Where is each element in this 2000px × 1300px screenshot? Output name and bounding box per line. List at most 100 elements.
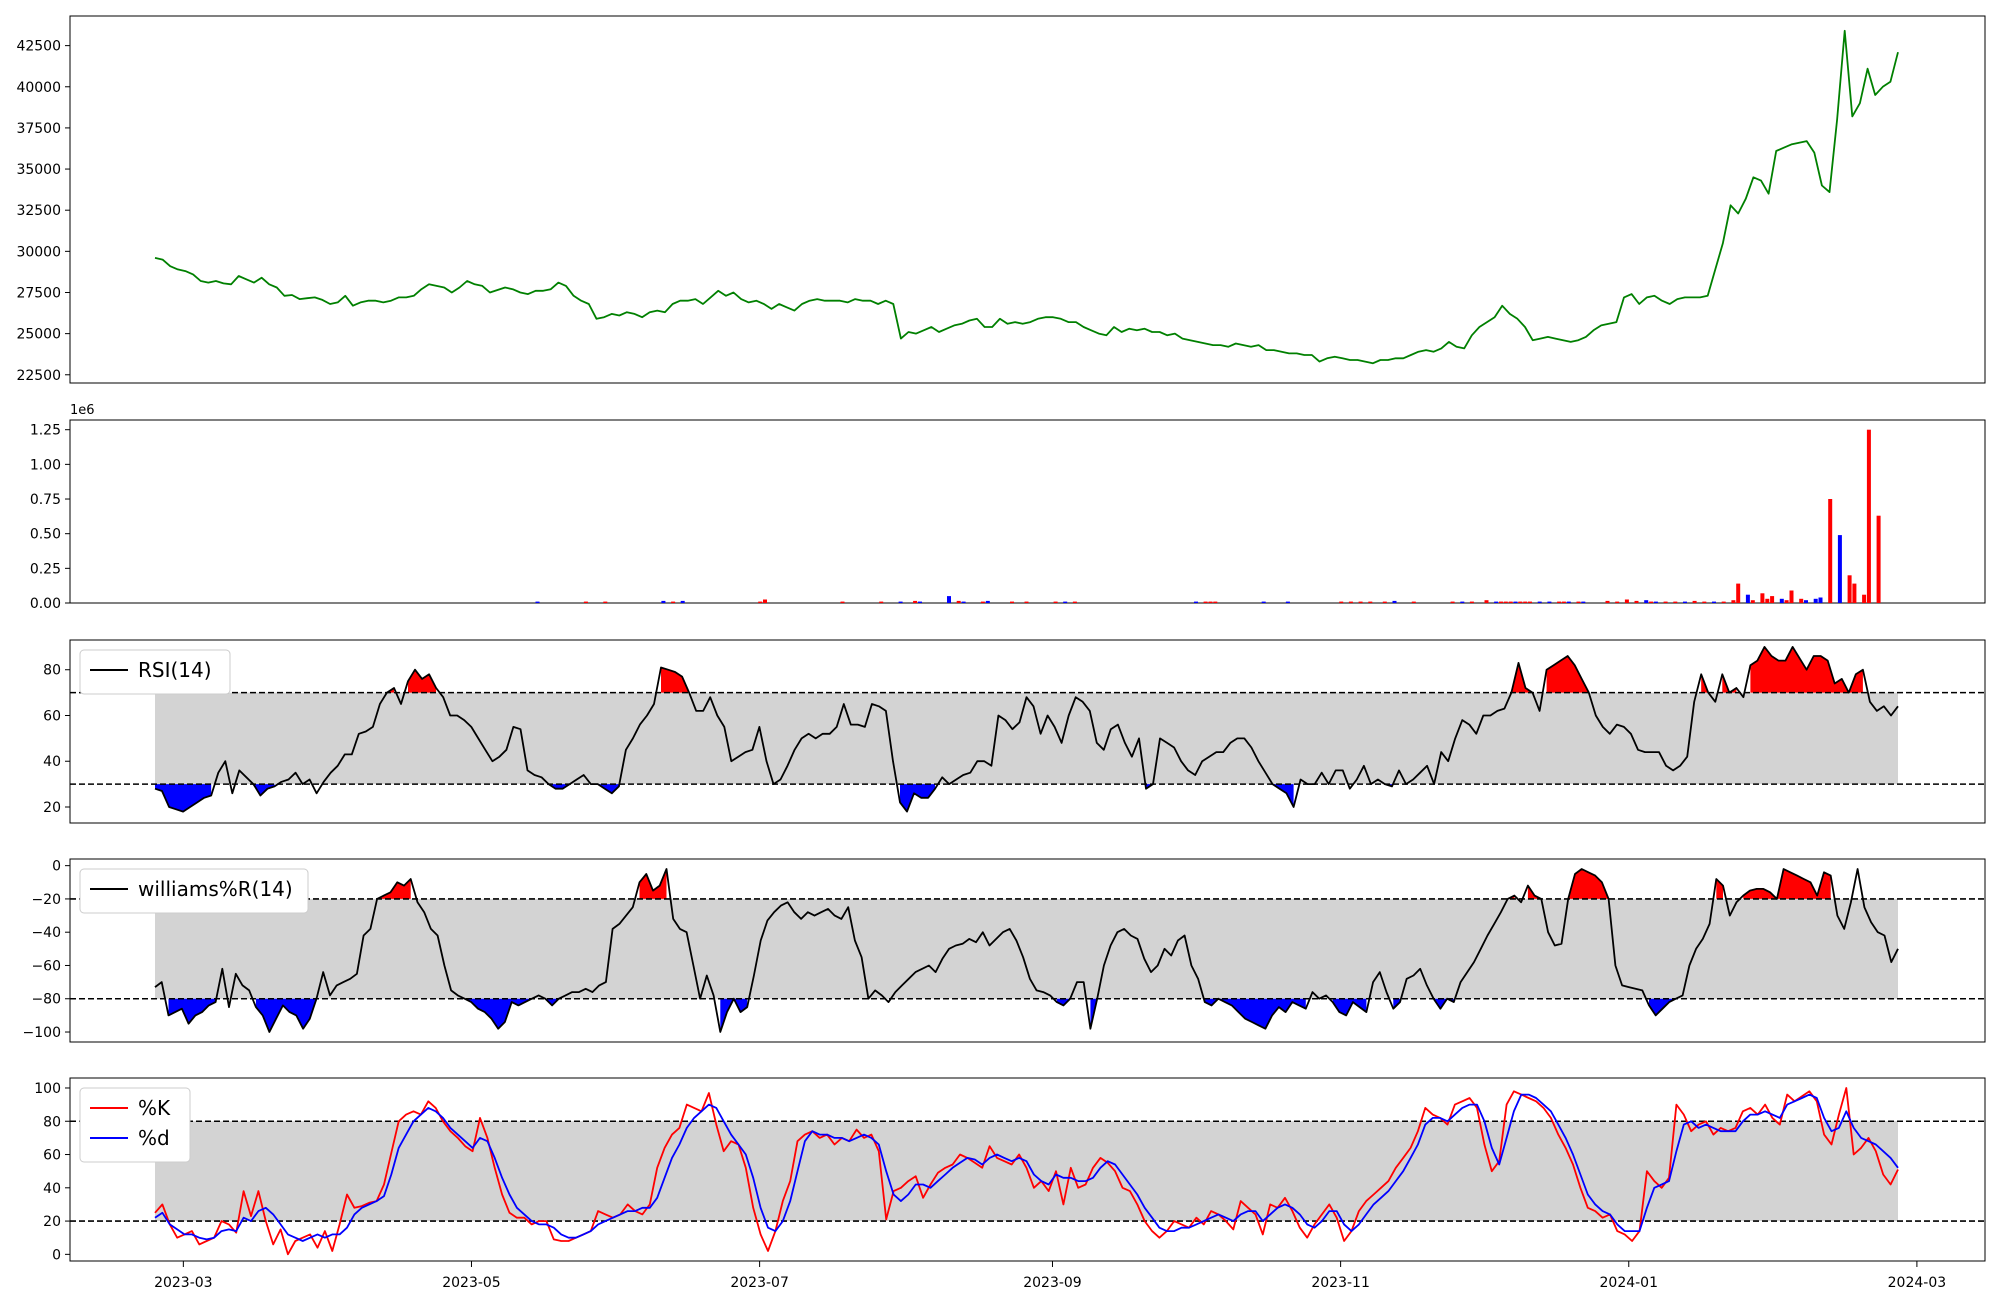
- volume-bar: [583, 601, 588, 603]
- volume-bar: [1615, 601, 1620, 603]
- volume-panel: 0.00 0.25 0.50 0.75 1.00 1.25: [30, 419, 1986, 612]
- volume-bar: [1804, 600, 1808, 603]
- price-line: [154, 29, 1899, 365]
- overbought-fill: [1568, 869, 1609, 899]
- y-tick-label: 0.75: [30, 492, 61, 508]
- volume-bar: [1508, 601, 1513, 603]
- x-tick-label: 2023-09: [1023, 1275, 1082, 1291]
- volume-bar: [1450, 601, 1455, 603]
- volume-bar: [980, 601, 985, 603]
- volume-bar: [1194, 601, 1198, 603]
- legend-label: %K: [138, 1096, 171, 1120]
- volume-bar: [1624, 599, 1629, 603]
- rsi-panel: 20 40 60 80 RSI(14): [43, 639, 1986, 824]
- y-tick-label: 32500: [16, 203, 61, 219]
- volume-bar: [1876, 515, 1881, 603]
- legend-box: [79, 868, 309, 914]
- stoch-line: [154, 1087, 1899, 1256]
- volume-bar: [1392, 600, 1397, 603]
- y-tick-label: 0.50: [30, 527, 61, 543]
- x-tick-label: 2023-05: [442, 1275, 501, 1291]
- x-tick-label: 2023-11: [1311, 1275, 1370, 1291]
- y-tick-label: 22500: [16, 368, 61, 384]
- volume-bar: [1736, 583, 1741, 603]
- volume-bar: [758, 601, 763, 603]
- volume-bar: [1760, 593, 1765, 603]
- volume-bar: [1721, 601, 1726, 603]
- oversold-fill: [255, 998, 317, 1032]
- volume-bar: [1053, 601, 1058, 603]
- volume-bar: [913, 600, 918, 603]
- neutral-band: [155, 692, 1898, 785]
- williams-panel: −100 −80 −60 −40 −20 0 williams%R(14): [23, 858, 1986, 1043]
- volume-bar: [1528, 601, 1532, 603]
- x-tick-label: 2024-03: [1888, 1275, 1947, 1291]
- overbought-fill: [661, 667, 690, 693]
- volume-bar: [1750, 600, 1755, 603]
- overbought-fill: [1743, 869, 1831, 899]
- volume-bar: [1852, 583, 1857, 603]
- y-tick-label: 60: [43, 1148, 61, 1164]
- oversold-fill: [720, 998, 748, 1032]
- panel-frame: [69, 15, 1986, 384]
- volume-bar: [661, 600, 666, 603]
- oversold-fill: [1649, 998, 1676, 1016]
- volume-bar: [1523, 601, 1528, 603]
- y-tick-label: 40: [43, 754, 61, 770]
- volume-bar: [1847, 575, 1852, 603]
- legend-label: RSI(14): [138, 658, 212, 682]
- panel-frame: [69, 1077, 1986, 1262]
- volume-bar: [603, 601, 608, 603]
- y-tick-label: −100: [23, 1025, 61, 1041]
- panel-frame: [69, 639, 1986, 824]
- volume-bar: [1213, 601, 1218, 603]
- volume-bar: [1499, 601, 1503, 603]
- volume-bar: [1460, 601, 1465, 603]
- y-tick-label: 0.00: [30, 596, 61, 612]
- volume-bar: [1513, 601, 1518, 603]
- overbought-fill: [1546, 656, 1589, 693]
- y-tick-label: 27500: [16, 285, 61, 301]
- overbought-fill: [1527, 885, 1542, 899]
- volume-bar: [1605, 600, 1610, 603]
- y-tick-label: −80: [31, 992, 61, 1008]
- oversold-fill: [545, 998, 559, 1006]
- y-tick-label: 100: [34, 1081, 61, 1097]
- volume-scale-label: 1e6: [70, 403, 95, 418]
- oversold-fill: [1272, 784, 1294, 807]
- volume-bar: [1770, 596, 1775, 603]
- volume-bar: [1731, 600, 1736, 603]
- price-panel: 22500 25000 27500 30000 32500 35000 37500 40000…: [16, 15, 1986, 384]
- y-tick-label: 35000: [16, 162, 61, 178]
- volume-bar: [1566, 601, 1571, 603]
- y-tick-label: 20: [43, 1214, 61, 1230]
- volume-bar: [1358, 601, 1363, 603]
- volume-bar: [1818, 597, 1823, 603]
- legend-box: [79, 1087, 191, 1163]
- volume-bar: [1866, 429, 1871, 603]
- volume-bar: [1576, 601, 1581, 603]
- volume-bar: [1261, 601, 1266, 603]
- volume-bar: [1779, 598, 1784, 603]
- rsi-line: [154, 646, 1899, 813]
- williams-line: [154, 868, 1899, 1033]
- volume-bar: [1581, 601, 1586, 603]
- overbought-fill: [639, 869, 667, 899]
- y-tick-label: 0: [52, 859, 61, 875]
- volume-bar: [1784, 600, 1789, 603]
- volume-bar: [1285, 601, 1290, 603]
- oversold-fill: [1204, 998, 1306, 1029]
- volume-bar: [1339, 601, 1344, 603]
- legend-box: [79, 649, 231, 695]
- y-tick-label: 30000: [16, 244, 61, 260]
- volume-bar: [956, 600, 961, 603]
- volume-bar: [1745, 594, 1750, 603]
- volume-bar: [1547, 601, 1552, 603]
- y-tick-label: 80: [43, 663, 61, 679]
- volume-bar: [1484, 600, 1489, 603]
- y-tick-label: 37500: [16, 121, 61, 137]
- volume-bar: [1702, 601, 1707, 603]
- legend-label: %d: [138, 1126, 170, 1150]
- y-tick-label: 60: [43, 708, 61, 724]
- x-tick-label: 2023-03: [154, 1275, 213, 1291]
